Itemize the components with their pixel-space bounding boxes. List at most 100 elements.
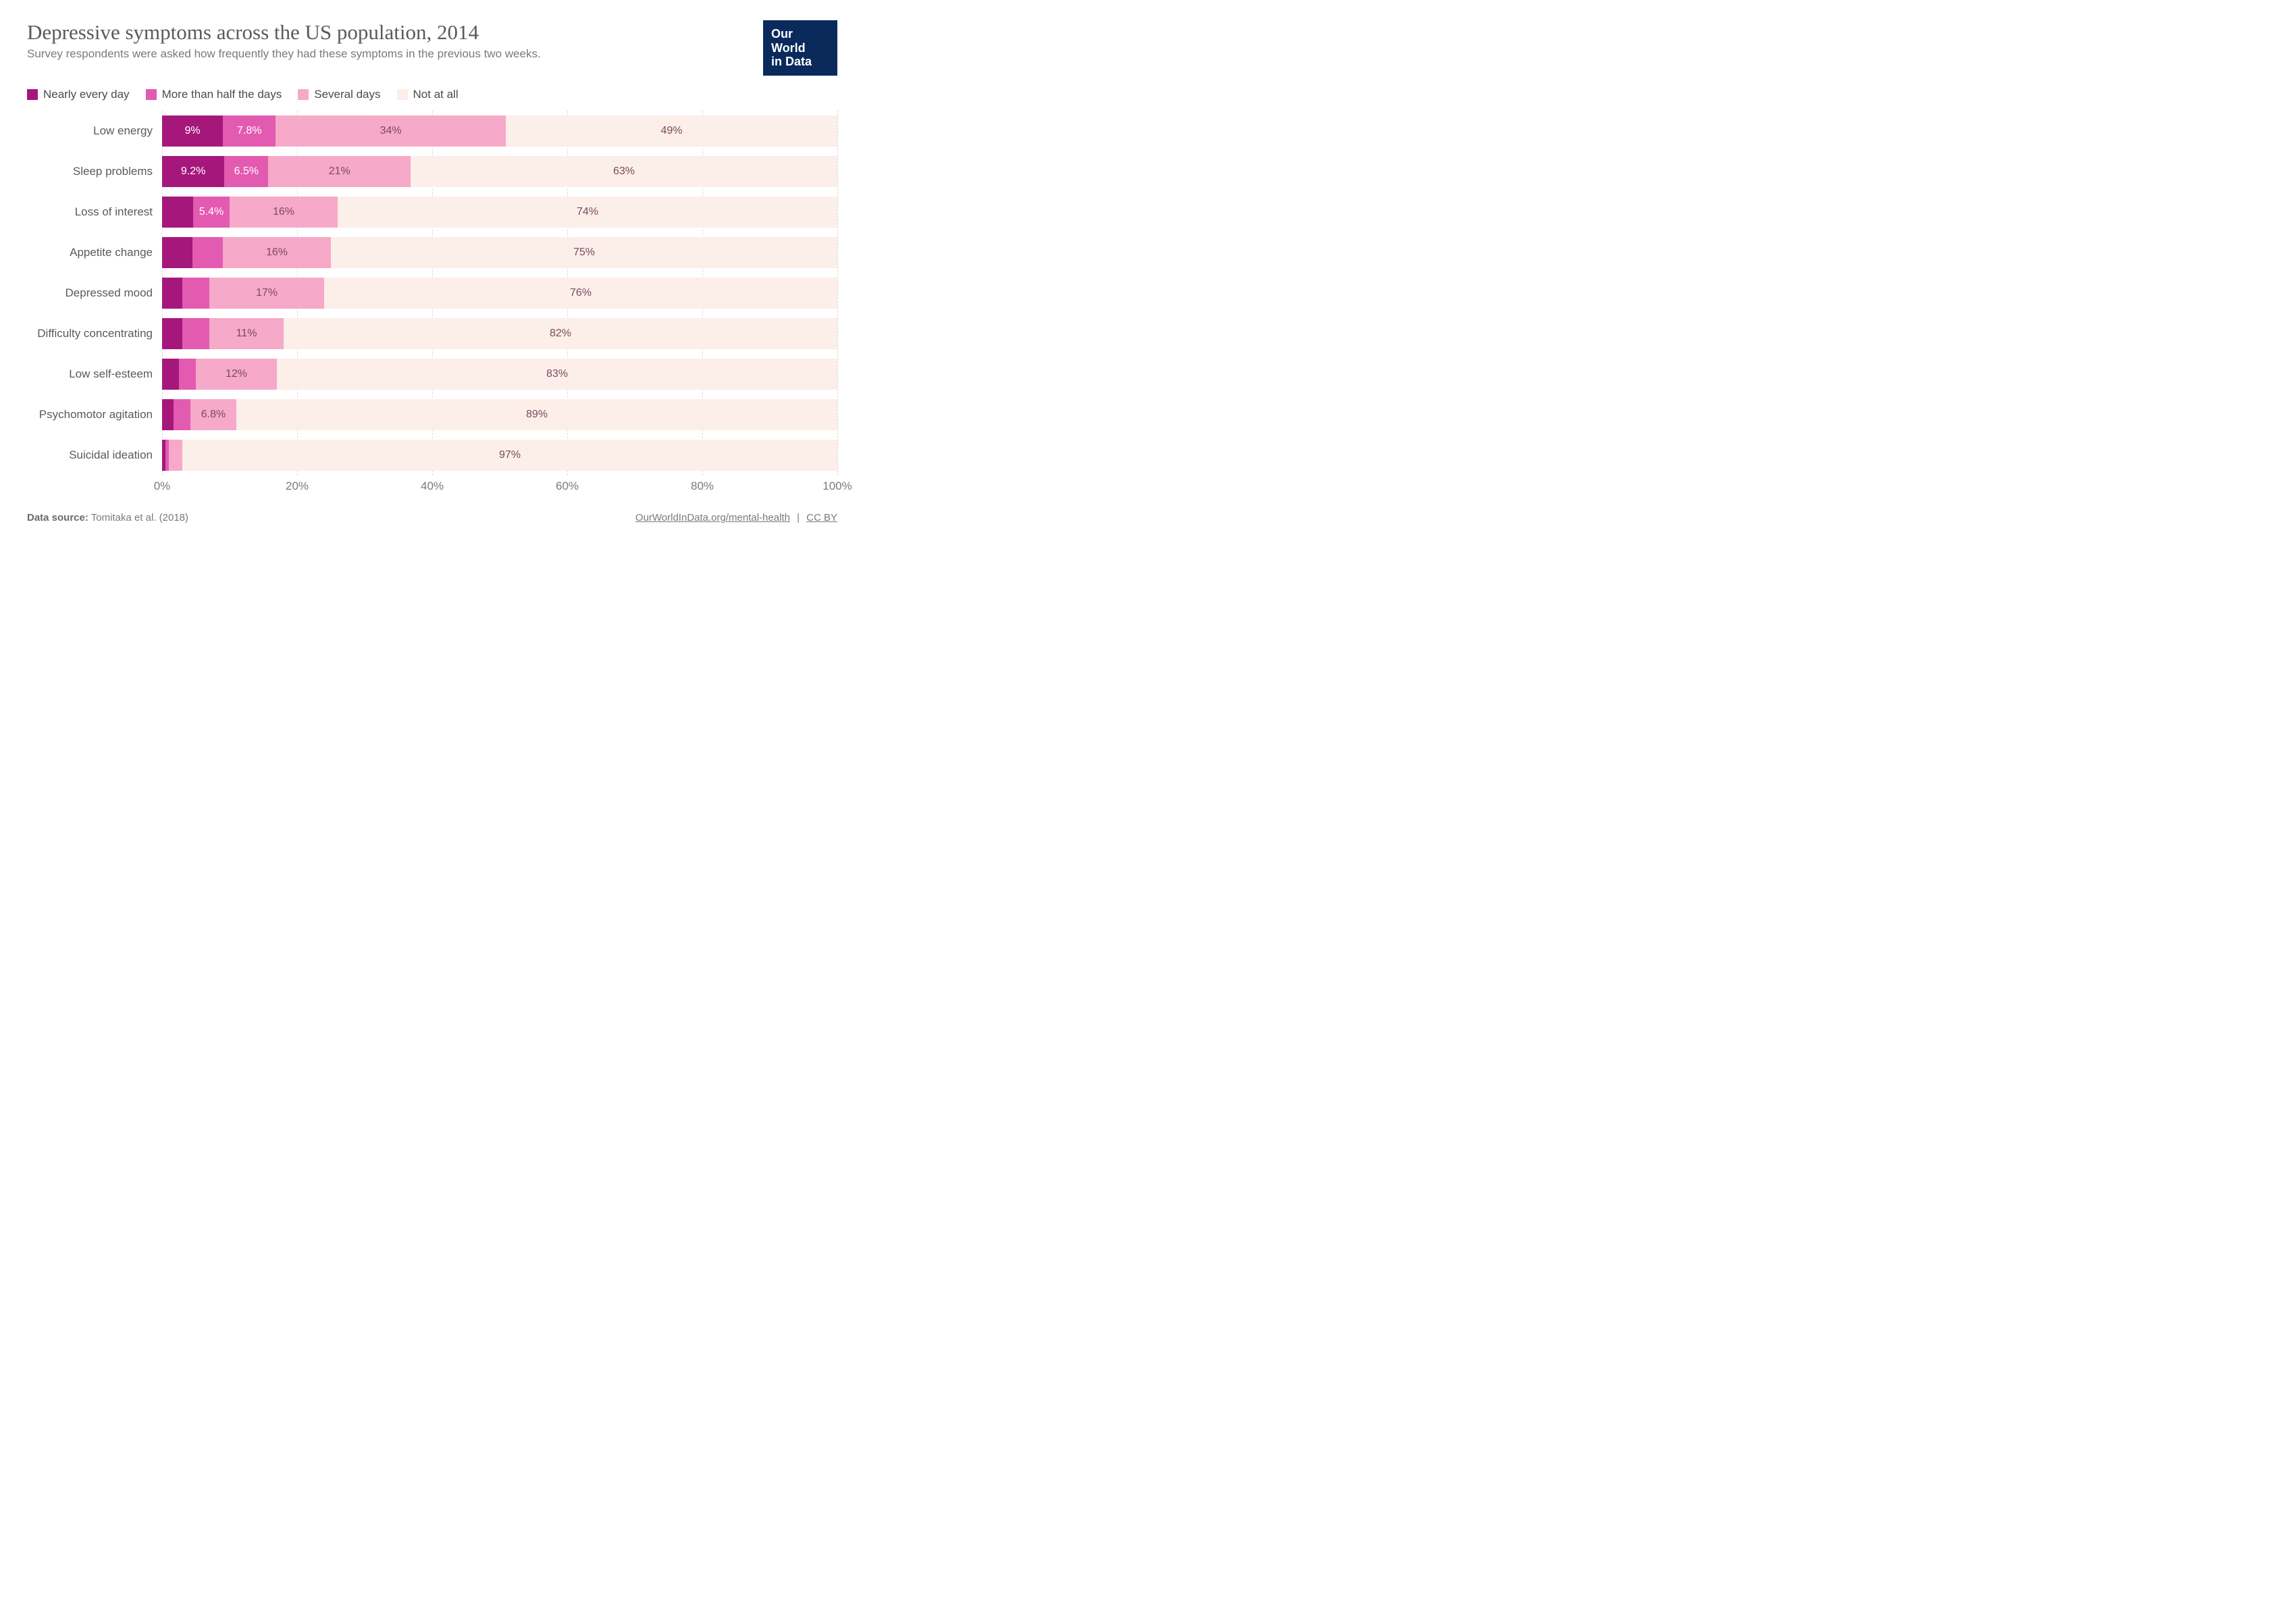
legend-item: Several days xyxy=(298,88,380,101)
bar-segment-nearly-every-day xyxy=(162,318,182,349)
chart-area: Low energySleep problemsLoss of interest… xyxy=(27,111,837,475)
y-category-label: Loss of interest xyxy=(27,192,162,232)
y-category-label: Suicidal ideation xyxy=(27,435,162,475)
stacked-bar: 12% 83% xyxy=(162,359,837,390)
bar-segment-not-at-all: 76% xyxy=(324,278,837,309)
legend-item: Not at all xyxy=(397,88,459,101)
bar-segment-not-at-all: 82% xyxy=(284,318,837,349)
bar-segment-more-than-half-the-days xyxy=(182,318,209,349)
bar-segment-not-at-all: 97% xyxy=(182,440,837,471)
bar-segment-label: 17% xyxy=(256,287,278,299)
bar-segment-several-days: 34% xyxy=(276,115,506,147)
bar-segment-label: 89% xyxy=(526,409,548,421)
bars-container: 9% 7.8% 34% 49% 9.2% 6.5% 21%63% 5.4% 16% 74% 16%7… xyxy=(162,111,837,475)
legend-swatch xyxy=(27,89,38,100)
bar-segment-nearly-every-day: 9% xyxy=(162,115,223,147)
footer-source-label: Data source: xyxy=(27,512,88,523)
footer: Data source: Tomitaka et al. (2018) OurW… xyxy=(27,512,837,523)
legend-label: More than half the days xyxy=(162,88,282,101)
bar-segment-several-days: 16% xyxy=(230,197,338,228)
bar-segment-not-at-all: 63% xyxy=(411,156,837,187)
bar-segment-label: 5.4% xyxy=(199,206,224,218)
footer-source: Data source: Tomitaka et al. (2018) xyxy=(27,512,188,523)
bar-segment-several-days xyxy=(169,440,182,471)
y-category-label: Psychomotor agitation xyxy=(27,394,162,435)
footer-links: OurWorldInData.org/mental-health | CC BY xyxy=(635,512,837,523)
header-row: Depressive symptoms across the US popula… xyxy=(27,20,837,76)
owid-logo-line1: Our World xyxy=(771,27,829,55)
bar-segment-nearly-every-day xyxy=(162,399,174,430)
bar-row: 97% xyxy=(162,435,837,475)
footer-sep: | xyxy=(797,512,800,523)
legend-item: More than half the days xyxy=(146,88,282,101)
bar-segment-several-days: 12% xyxy=(196,359,277,390)
y-axis-labels: Low energySleep problemsLoss of interest… xyxy=(27,111,162,475)
legend-label: Several days xyxy=(314,88,380,101)
stacked-bar: 6.8% 89% xyxy=(162,399,837,430)
bar-segment-nearly-every-day xyxy=(162,359,179,390)
bar-segment-label: 74% xyxy=(577,206,598,218)
bar-segment-not-at-all: 83% xyxy=(277,359,837,390)
footer-link-2[interactable]: CC BY xyxy=(806,512,837,523)
footer-source-value: Tomitaka et al. (2018) xyxy=(91,512,188,523)
legend-swatch xyxy=(146,89,157,100)
x-tick-label: 0% xyxy=(154,480,171,493)
footer-link-1[interactable]: OurWorldInData.org/mental-health xyxy=(635,512,790,523)
owid-logo: Our World in Data xyxy=(763,20,837,76)
title-block: Depressive symptoms across the US popula… xyxy=(27,20,763,61)
legend-label: Not at all xyxy=(413,88,459,101)
chart-page: Depressive symptoms across the US popula… xyxy=(0,0,864,611)
y-category-label: Low self-esteem xyxy=(27,354,162,394)
bar-segment-more-than-half-the-days xyxy=(192,237,223,268)
stacked-bar: 5.4% 16% 74% xyxy=(162,197,837,228)
chart-subtitle: Survey respondents were asked how freque… xyxy=(27,47,763,61)
legend-item: Nearly every day xyxy=(27,88,130,101)
bar-segment-label: 75% xyxy=(573,247,595,259)
bar-segment-label: 6.5% xyxy=(234,165,259,178)
bar-row: 9.2% 6.5% 21%63% xyxy=(162,151,837,192)
bar-segment-not-at-all: 74% xyxy=(338,197,837,228)
legend-swatch xyxy=(298,89,309,100)
x-tick-label: 100% xyxy=(823,480,852,493)
bar-segment-label: 9% xyxy=(185,125,201,137)
bar-segment-several-days: 21% xyxy=(268,156,411,187)
bar-segment-label: 7.8% xyxy=(237,125,261,137)
bar-segment-more-than-half-the-days: 6.5% xyxy=(224,156,268,187)
bar-segment-label: 49% xyxy=(660,125,682,137)
bar-segment-nearly-every-day: 9.2% xyxy=(162,156,224,187)
x-tick-label: 80% xyxy=(691,480,714,493)
bar-segment-label: 12% xyxy=(226,368,247,380)
y-category-label: Difficulty concentrating xyxy=(27,313,162,354)
legend-label: Nearly every day xyxy=(43,88,130,101)
bar-segment-more-than-half-the-days: 7.8% xyxy=(223,115,276,147)
y-category-label: Appetite change xyxy=(27,232,162,273)
legend: Nearly every day More than half the days S… xyxy=(27,88,837,101)
bar-segment-label: 83% xyxy=(546,368,568,380)
stacked-bar: 97% xyxy=(162,440,837,471)
bar-segment-label: 9.2% xyxy=(181,165,205,178)
bar-segment-nearly-every-day xyxy=(162,278,182,309)
legend-swatch xyxy=(397,89,408,100)
bar-segment-label: 6.8% xyxy=(201,409,226,421)
stacked-bar: 9.2% 6.5% 21%63% xyxy=(162,156,837,187)
owid-logo-line2: in Data xyxy=(771,55,829,69)
y-category-label: Depressed mood xyxy=(27,273,162,313)
bar-row: 17% 76% xyxy=(162,273,837,313)
bar-segment-not-at-all: 49% xyxy=(506,115,837,147)
y-category-label: Sleep problems xyxy=(27,151,162,192)
gridline xyxy=(837,111,838,475)
stacked-bar: 17% 76% xyxy=(162,278,837,309)
bar-row: 9% 7.8% 34% 49% xyxy=(162,111,837,151)
chart-title: Depressive symptoms across the US popula… xyxy=(27,20,763,45)
bar-segment-nearly-every-day xyxy=(162,237,192,268)
bar-segment-label: 16% xyxy=(273,206,294,218)
bar-segment-more-than-half-the-days: 5.4% xyxy=(193,197,230,228)
bar-segment-label: 34% xyxy=(380,125,402,137)
bar-row: 16%75% xyxy=(162,232,837,273)
bar-segment-more-than-half-the-days xyxy=(182,278,209,309)
bar-segment-nearly-every-day xyxy=(162,197,193,228)
bar-segment-not-at-all: 89% xyxy=(236,399,837,430)
bar-segment-more-than-half-the-days xyxy=(174,399,190,430)
bar-row: 11%82% xyxy=(162,313,837,354)
bar-segment-label: 82% xyxy=(550,328,571,340)
